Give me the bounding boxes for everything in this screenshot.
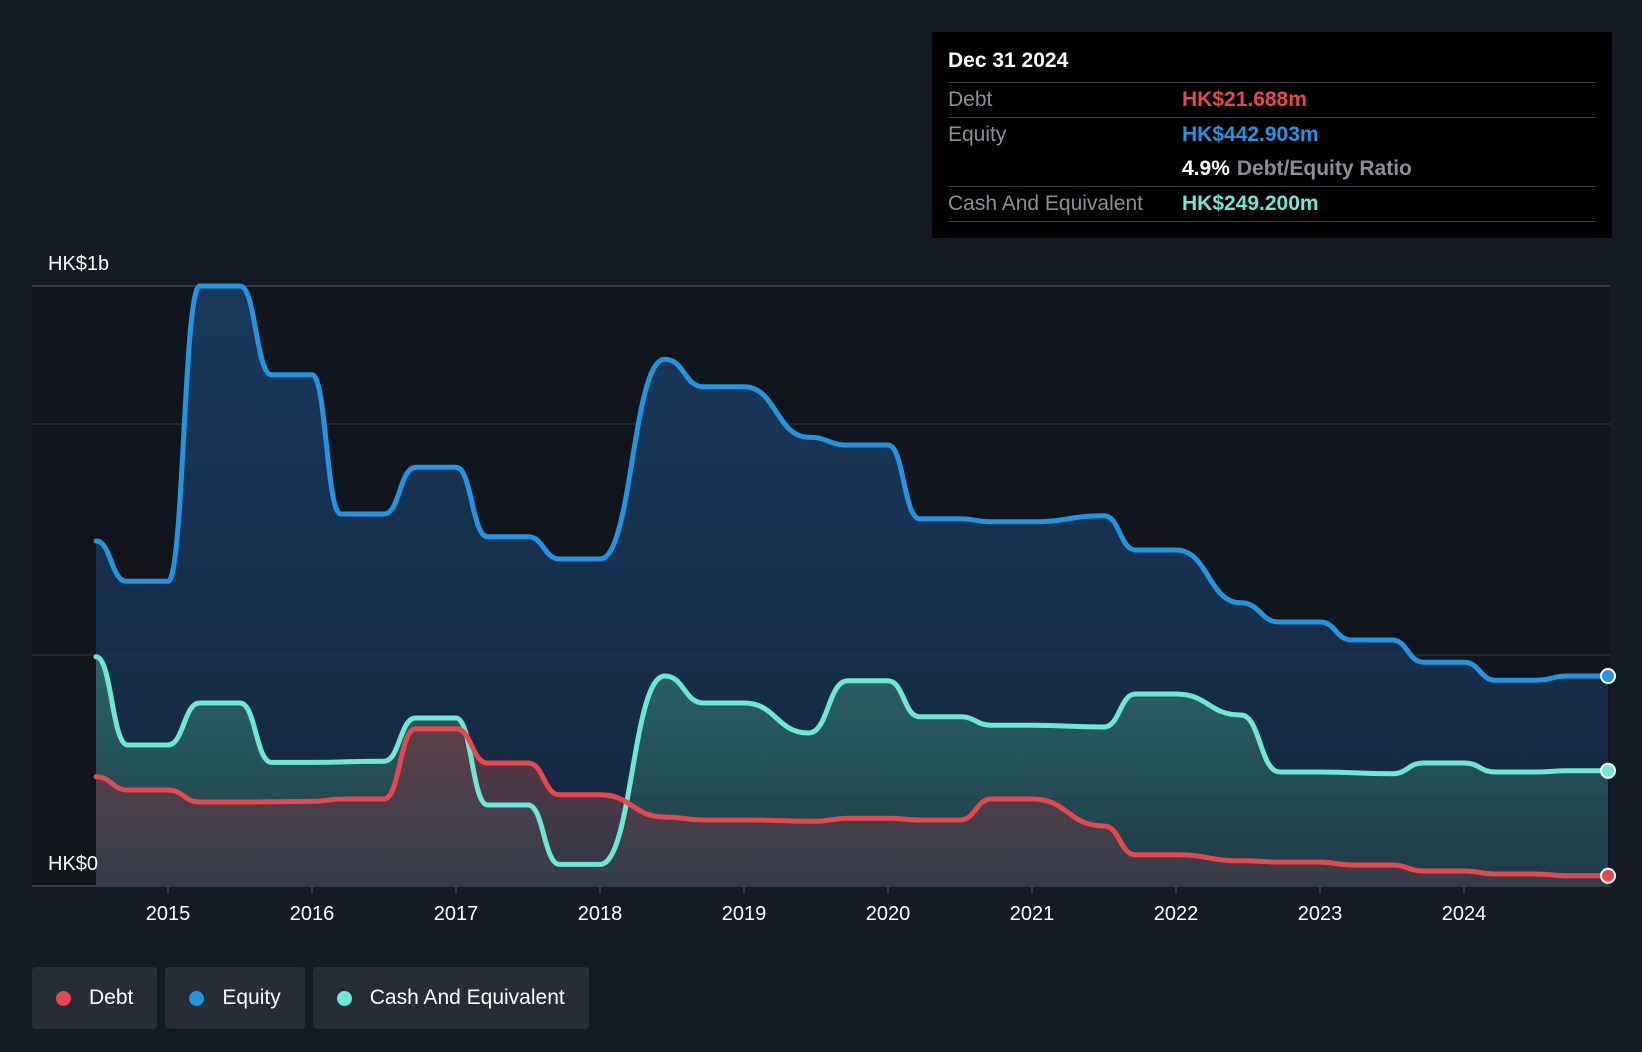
x-tick-label: 2021 <box>1010 903 1055 925</box>
x-tick-label: 2022 <box>1154 903 1199 925</box>
x-tick-label: 2017 <box>434 903 479 925</box>
x-tick-label: 2023 <box>1298 903 1343 925</box>
tooltip-equity-value: HK$442.903m <box>1182 123 1319 146</box>
legend-equity-label: Equity <box>222 986 281 1009</box>
cash-line <box>93 654 1611 867</box>
x-tick-label: 2020 <box>866 903 911 925</box>
y-axis-top-label: HK$1b <box>48 253 109 275</box>
tooltip-equity-row: Equity HK$442.903m <box>948 118 1596 152</box>
tooltip-date: Dec 31 2024 <box>948 46 1596 83</box>
debt-end-marker <box>1600 867 1616 884</box>
equity-line <box>93 283 1611 683</box>
legend-cash-label: Cash And Equivalent <box>369 986 565 1009</box>
tooltip-ratio-label: Debt/Equity Ratio <box>1236 157 1412 180</box>
tooltip-debt-label: Debt <box>948 88 993 111</box>
equity-dot-icon <box>189 990 205 1006</box>
tooltip-cash-value: HK$249.200m <box>1182 192 1319 215</box>
x-tick-label: 2024 <box>1442 903 1487 925</box>
legend-debt-label: Debt <box>89 986 134 1009</box>
cash-dot-icon <box>336 990 352 1006</box>
debt-dot-icon <box>56 990 71 1006</box>
cash-end-marker <box>1600 762 1616 779</box>
x-tick-label: 2018 <box>578 903 623 925</box>
end-markers <box>1600 668 1616 884</box>
tooltip-ratio-row: 4.9% Debt/Equity Ratio <box>948 152 1596 187</box>
series-lines <box>93 283 1611 879</box>
tooltip-equity-label: Equity <box>948 123 1007 146</box>
y-axis-bottom-label: HK$0 <box>48 853 98 875</box>
tooltip-debt-value: HK$21.688m <box>1182 88 1307 111</box>
x-axis: 2015 2016 2017 2018 2019 2020 2021 2022 2023 2024 <box>146 886 1487 925</box>
equity-end-marker <box>1600 668 1616 684</box>
x-tick-label: 2016 <box>290 903 335 925</box>
tooltip-cash-label: Cash And Equivalent <box>948 192 1143 215</box>
tooltip-ratio-value: 4.9% <box>1182 157 1230 180</box>
tooltip-debt-row: Debt HK$21.688m <box>948 83 1596 118</box>
legend-item-debt[interactable]: Debt <box>32 967 158 1029</box>
legend: Debt Equity Cash And Equivalent <box>32 967 589 1029</box>
x-tick-label: 2019 <box>722 903 767 925</box>
legend-item-equity[interactable]: Equity <box>165 967 305 1029</box>
tooltip-cash-row: Cash And Equivalent HK$249.200m <box>948 187 1596 222</box>
legend-item-cash[interactable]: Cash And Equivalent <box>312 967 589 1029</box>
debt-line <box>93 726 1611 879</box>
tooltip-panel: Dec 31 2024 Debt HK$21.688m Equity HK$44… <box>932 32 1612 238</box>
x-tick-label: 2015 <box>146 903 191 925</box>
